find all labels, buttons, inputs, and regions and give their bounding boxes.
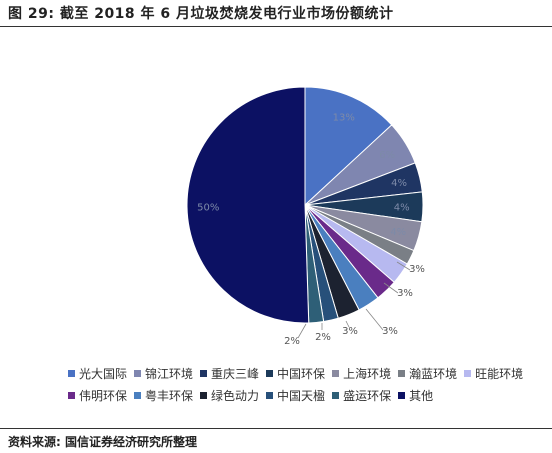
legend-label: 绿色动力 [211,388,260,403]
legend-swatch [398,391,406,399]
legend-swatch [398,369,406,377]
legend-item: 瀚蓝环境 [398,365,457,382]
legend-swatch [68,369,75,377]
slice-data-label: 3% [397,288,413,299]
legend-swatch [200,391,208,399]
legend-swatch [464,369,472,377]
legend-item: 上海环境 [332,365,391,382]
slice-data-label: 3% [409,264,425,275]
legend-item: 其他 [398,387,433,404]
legend-row: 光大国际 锦江环境 重庆三峰 中国环保 上海环境 瀚蓝环境 旺能环境 [68,362,548,384]
legend-label: 其他 [409,388,434,403]
legend-label: 伟明环保 [79,388,128,403]
legend-item: 盛运环保 [332,387,391,404]
legend-swatch [266,369,274,377]
legend-swatch [332,391,340,399]
legend-item: 粤丰环保 [134,387,193,404]
chart-legend: 光大国际 锦江环境 重庆三峰 中国环保 上海环境 瀚蓝环境 旺能环境 伟明环保 粤丰环保 绿色动… [68,362,548,406]
legend-label: 盛运环保 [343,388,392,403]
legend-label: 上海环境 [343,366,392,381]
legend-label: 锦江环境 [145,366,194,381]
leader-line [383,282,399,294]
legend-label: 重庆三峰 [211,366,260,381]
figure-title: 图 29: 截至 2018 年 6 月垃圾焚烧发电行业市场份额统计 [8,6,394,22]
pie-chart: 13% 6% 4% 4% 4% 3% 3% 3% 3% 2% 2% 50% [186,86,425,347]
slice-data-label: 2% [284,336,300,347]
pie-slice [186,86,310,324]
source-bar: 资料来源: 国信证券经济研究所整理 [0,428,552,453]
slice-data-label: 3% [382,326,398,337]
legend-label: 粤丰环保 [145,388,194,403]
legend-item: 伟明环保 [68,387,127,404]
legend-item: 绿色动力 [200,387,259,404]
slice-data-label: 6% [379,150,395,161]
leader-line [365,308,384,331]
slice-data-label: 4% [390,227,406,238]
legend-swatch [134,369,142,377]
slice-data-label: 13% [333,112,355,123]
legend-item: 中国环保 [266,365,325,382]
legend-label: 中国天楹 [277,388,326,403]
source-note: 资料来源: 国信证券经济研究所整理 [8,434,197,449]
slice-data-label: 3% [342,326,358,337]
legend-label: 旺能环境 [475,366,524,381]
slice-data-label: 4% [391,178,407,189]
legend-item: 重庆三峰 [200,365,259,382]
legend-row: 伟明环保 粤丰环保 绿色动力 中国天楹 盛运环保 其他 [68,384,548,406]
legend-item: 中国天楹 [266,387,325,404]
leader-line [396,261,411,271]
leader-line [297,323,307,339]
slice-data-label: 50% [197,203,219,214]
legend-item: 光大国际 [68,365,127,382]
legend-swatch [200,369,208,377]
legend-item: 旺能环境 [464,365,523,382]
legend-swatch [266,391,274,399]
legend-label: 光大国际 [79,366,128,381]
pie-slice [304,86,393,207]
legend-item: 锦江环境 [134,365,193,382]
legend-swatch [68,391,75,399]
figure-title-bar: 图 29: 截至 2018 年 6 月垃圾焚烧发电行业市场份额统计 [0,0,552,27]
slice-data-label: 2% [315,332,331,343]
slice-data-label: 4% [394,203,410,214]
legend-swatch [134,391,142,399]
leader-line [345,320,350,328]
legend-swatch [332,369,340,377]
legend-label: 中国环保 [277,366,326,381]
legend-label: 瀚蓝环境 [409,366,458,381]
